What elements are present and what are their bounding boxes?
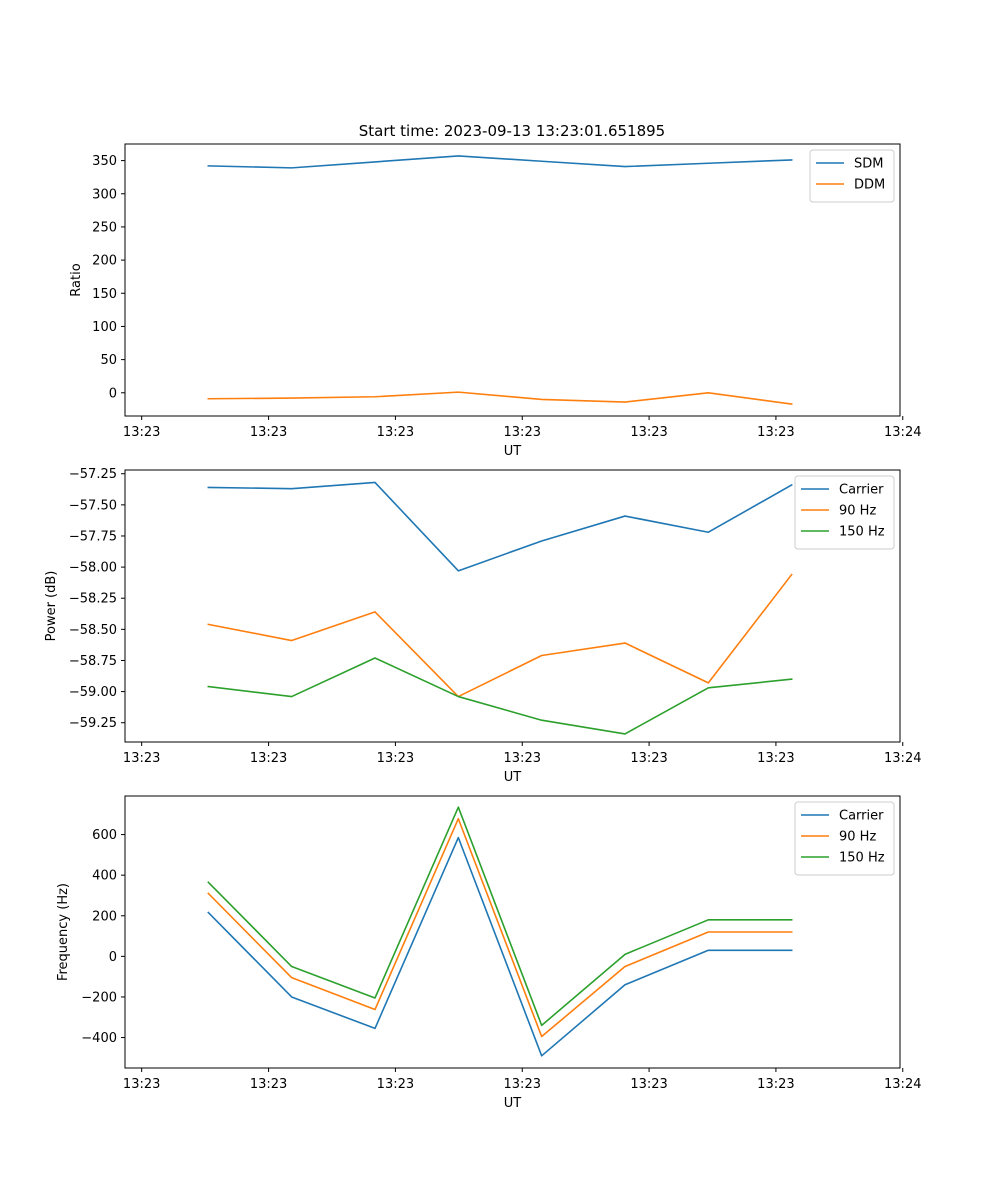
x-tick-label: 13:23: [123, 425, 160, 440]
y-tick-label: −58.00: [69, 561, 117, 576]
subplot-2: −59.25 −59.00 −58.75 −58.50 −58.25 −58.00 −57.…: [44, 467, 921, 785]
axes-frame: [124, 469, 901, 743]
x-tick-label: 13:23: [250, 751, 287, 766]
x-axis-label: UT: [504, 1096, 522, 1111]
legend-label: Carrier: [839, 809, 884, 824]
legend-label: 150 Hz: [839, 851, 885, 866]
y-tick-label: 200: [92, 254, 117, 269]
y-tick-label: −200: [81, 990, 117, 1005]
series-line-150-hz: [207, 657, 793, 735]
series-line-carrier: [207, 481, 793, 572]
x-tick-label: 13:23: [250, 1077, 287, 1092]
x-tick-label: 13:23: [630, 1077, 667, 1092]
subplots: 0 50 100 150 200 250 300 350 13:23 13:23 13:23 13:2…: [44, 143, 921, 1111]
x-tick-label: 13:23: [504, 1077, 541, 1092]
y-tick-label: 0: [109, 950, 117, 965]
series-group: [207, 806, 793, 1057]
x-tick-label: 13:24: [884, 425, 921, 440]
legend-label: DDM: [854, 178, 885, 193]
x-tick-label: 13:23: [757, 751, 794, 766]
y-tick-label: −58.75: [69, 654, 117, 669]
legend: SDM DDM: [809, 149, 895, 203]
y-tick-label: −57.25: [69, 467, 117, 482]
legend-label: SDM: [854, 157, 883, 172]
series-group: [207, 481, 793, 735]
y-axis-label: Power (dB): [44, 571, 59, 642]
x-tick-label: 13:23: [757, 425, 794, 440]
y-tick-label: 50: [100, 353, 117, 368]
y-tick-label: −58.25: [69, 592, 117, 607]
series-line-90-hz: [207, 573, 793, 698]
x-tick-label: 13:23: [377, 425, 414, 440]
subplot-3: −400 −200 0 200 400 600 13:23 13:23 13:23 13:23 13…: [56, 795, 921, 1111]
y-tick-label: 100: [92, 320, 117, 335]
x-tick-label: 13:23: [630, 425, 667, 440]
y-axis-label: Frequency (Hz): [56, 883, 71, 981]
legend-label: 90 Hz: [839, 504, 876, 519]
x-tick-label: 13:24: [884, 1077, 921, 1092]
x-tick-label: 13:23: [123, 751, 160, 766]
x-tick-label: 13:23: [757, 1077, 794, 1092]
legend-label: Carrier: [839, 483, 884, 498]
legend: Carrier 90 Hz 150 Hz: [794, 801, 895, 876]
legend: Carrier 90 Hz 150 Hz: [794, 475, 895, 550]
legend-label: 150 Hz: [839, 525, 885, 540]
y-tick-label: 300: [92, 187, 117, 202]
y-tick-label: 350: [92, 154, 117, 169]
y-tick-label: 200: [92, 909, 117, 924]
axes-frame: [124, 143, 901, 417]
y-tick-label: 600: [92, 828, 117, 843]
series-line-carrier: [207, 836, 793, 1057]
x-tick-label: 13:23: [123, 1077, 160, 1092]
y-tick-label: 0: [109, 386, 117, 401]
x-axis-label: UT: [504, 770, 522, 785]
x-tick-label: 13:23: [504, 425, 541, 440]
y-axis-label: Ratio: [69, 263, 84, 296]
series-line-90-hz: [207, 817, 793, 1038]
x-tick-label: 13:24: [884, 751, 921, 766]
x-tick-label: 13:23: [504, 751, 541, 766]
y-tick-label: −57.50: [69, 498, 117, 513]
series-group: [207, 155, 793, 405]
series-line-150-hz: [207, 806, 793, 1027]
axes-frame: [124, 795, 901, 1069]
x-axis-label: UT: [504, 444, 522, 459]
y-tick-label: −57.75: [69, 529, 117, 544]
series-line-ddm: [207, 391, 793, 405]
y-tick-label: 150: [92, 287, 117, 302]
figure-title: Start time: 2023-09-13 13:23:01.651895: [359, 122, 665, 140]
y-tick-label: −58.50: [69, 623, 117, 638]
y-tick-label: −59.25: [69, 716, 117, 731]
x-tick-label: 13:23: [377, 1077, 414, 1092]
y-tick-label: 400: [92, 869, 117, 884]
y-tick-label: −400: [81, 1031, 117, 1046]
x-tick-label: 13:23: [630, 751, 667, 766]
y-tick-label: −59.00: [69, 685, 117, 700]
x-tick-label: 13:23: [250, 425, 287, 440]
legend-label: 90 Hz: [839, 830, 876, 845]
y-tick-label: 250: [92, 220, 117, 235]
subplot-1: 0 50 100 150 200 250 300 350 13:23 13:23 13:23 13:2…: [69, 143, 921, 459]
series-line-sdm: [207, 155, 793, 169]
x-tick-label: 13:23: [377, 751, 414, 766]
